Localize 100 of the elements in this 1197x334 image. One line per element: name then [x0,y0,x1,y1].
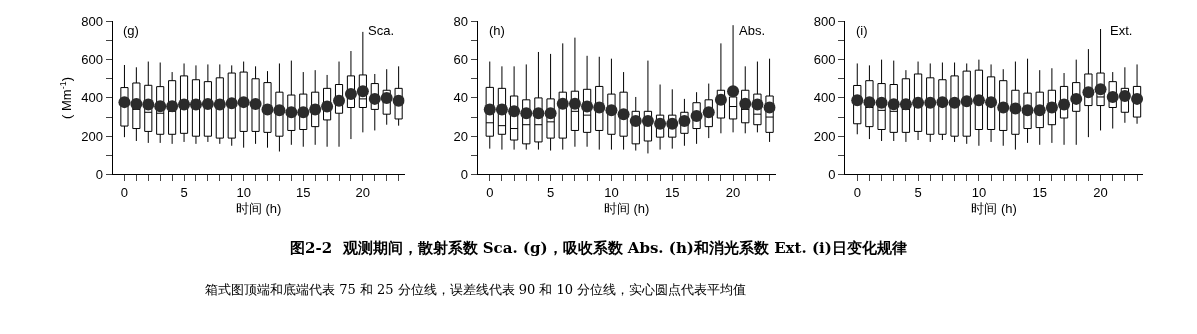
point [763,101,776,114]
point [985,96,998,109]
point [261,103,274,116]
x-tick-label: 20 [725,185,741,201]
point [225,97,238,110]
point [154,100,167,113]
point [690,110,703,123]
point [739,97,752,110]
point [581,100,594,113]
annotation: Ext. [1110,23,1133,38]
point [617,108,630,121]
x-tick-label: 15 [665,185,680,201]
point [166,100,179,113]
point [297,106,310,119]
point [189,98,202,111]
point [727,85,740,98]
point [1118,90,1131,102]
point [142,98,155,111]
point [666,117,679,130]
x-tick-label: 20 [355,185,371,201]
x-tick-label: 0 [120,185,129,201]
point [654,117,667,130]
point [344,88,357,101]
y-tick-label: 400 [813,90,836,106]
x-axis-title: 时间 (h) [235,200,282,216]
point [321,100,334,113]
y-tick-label: 0 [460,167,468,183]
annotation: (g) [123,23,139,38]
point [605,104,618,117]
y-tick-label: 800 [81,13,103,29]
point [118,96,131,109]
point [997,101,1010,114]
point [520,107,533,120]
annotation: (h) [489,23,505,38]
point [593,101,606,114]
point [237,96,250,109]
y-tick-label: 600 [813,52,836,68]
point [380,91,393,104]
point [1070,92,1083,105]
point [1021,104,1034,117]
point [751,98,764,111]
y-tick-label: 0 [828,167,836,183]
y-tick-label: 80 [453,13,468,29]
point [130,98,143,111]
point [899,98,912,111]
x-tick-label: 20 [1093,185,1108,201]
x-tick-label: 15 [1032,185,1047,201]
point [1094,83,1107,96]
point [392,94,405,107]
point [508,105,521,118]
point [714,93,727,106]
y-tick-label: 200 [81,128,103,144]
y-tick-label: 200 [813,128,836,144]
y-tick-label: 800 [813,13,836,29]
x-tick-label: 10 [971,185,987,201]
point [1106,90,1119,103]
point [544,107,557,120]
point [912,96,925,109]
point [887,98,900,111]
point [1033,104,1046,117]
annotation: Sca. [368,23,395,38]
point [702,106,715,119]
point [213,98,226,111]
point [1131,92,1144,105]
x-tick-label: 0 [853,185,861,201]
point [568,97,581,110]
x-tick-label: 0 [486,185,494,201]
x-tick-label: 5 [914,185,922,201]
y-tick-label: 60 [453,52,468,68]
point [249,98,262,111]
point [1082,86,1095,99]
point [629,114,642,127]
point [936,96,949,109]
point [532,107,545,120]
point [960,95,973,108]
point [875,96,888,109]
point [863,96,876,109]
point [495,103,508,116]
x-tick-label: 15 [296,185,311,201]
point [1009,102,1022,115]
x-axis-title: 时间 (h) [971,200,1017,216]
x-axis-title: 时间 (h) [603,200,650,216]
point [273,104,286,117]
y-tick-label: 400 [81,90,103,106]
point [1058,98,1071,111]
x-tick-label: 10 [604,185,619,201]
y-tick-label: 20 [453,128,468,144]
annotation: Abs. [739,23,766,38]
point [972,94,985,107]
point [556,97,569,110]
y-tick-label: 600 [81,52,103,68]
point [483,103,496,116]
point [948,96,961,109]
y-tick-label: 0 [95,167,103,183]
point [333,94,346,107]
point [1045,101,1058,114]
x-tick-label: 5 [180,185,188,201]
x-tick-label: 10 [236,185,251,201]
point [851,94,864,107]
text: 箱式图顶端和底端代表 75 和 25 分位线，误差线代表 90 和 10 分位线，实心圆点代表平均值 [205,282,747,297]
